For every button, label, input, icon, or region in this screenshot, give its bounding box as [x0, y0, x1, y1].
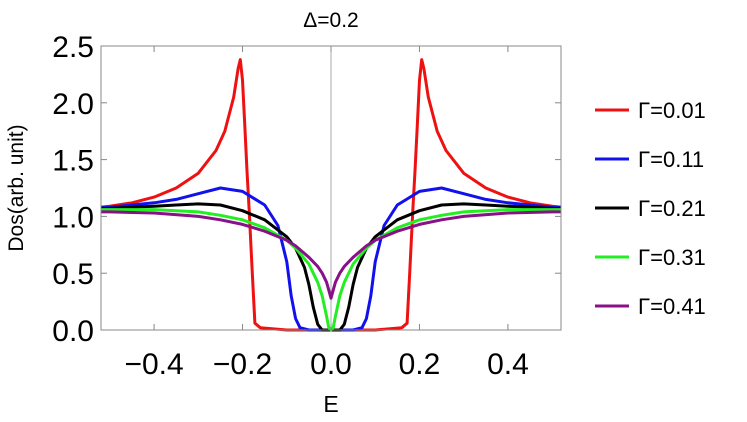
chart-title: Δ=0.2 — [303, 9, 358, 32]
x-tick-label: 0.2 — [399, 348, 441, 381]
y-tick-label: 1.0 — [52, 201, 94, 234]
x-tick-label: −0.4 — [124, 348, 183, 381]
x-tick-label: −0.2 — [213, 348, 272, 381]
y-tick-label: 2.5 — [52, 31, 94, 64]
y-tick-label: 1.5 — [52, 145, 94, 178]
legend-label: Γ=0.01 — [638, 98, 706, 123]
series-line-5 — [101, 210, 561, 300]
legend-label: Γ=0.41 — [638, 294, 706, 319]
x-tick-label: 0.0 — [310, 348, 352, 381]
x-tick-label: 0.4 — [487, 348, 529, 381]
legend: Γ=0.01 Γ=0.11 Γ=0.21 Γ=0.31 Γ=0.41 — [595, 98, 706, 319]
legend-label: Γ=0.21 — [638, 196, 706, 221]
legend-label: Γ=0.31 — [638, 245, 706, 270]
y-tick-label: 0.0 — [52, 315, 94, 348]
y-tick-label: 2.0 — [52, 88, 94, 121]
y-axis-label: Dos(arb. unit) — [5, 124, 28, 251]
x-axis-label: E — [323, 391, 338, 417]
legend-label: Γ=0.11 — [638, 147, 704, 172]
y-tick-label: 0.5 — [52, 258, 94, 291]
ticks-layer: −0.4 −0.2 0.0 0.2 0.4 0.0 0.5 1.0 1.5 2.0 2.5 — [52, 31, 561, 381]
